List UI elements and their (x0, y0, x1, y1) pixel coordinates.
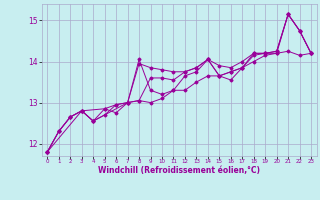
X-axis label: Windchill (Refroidissement éolien,°C): Windchill (Refroidissement éolien,°C) (98, 166, 260, 175)
